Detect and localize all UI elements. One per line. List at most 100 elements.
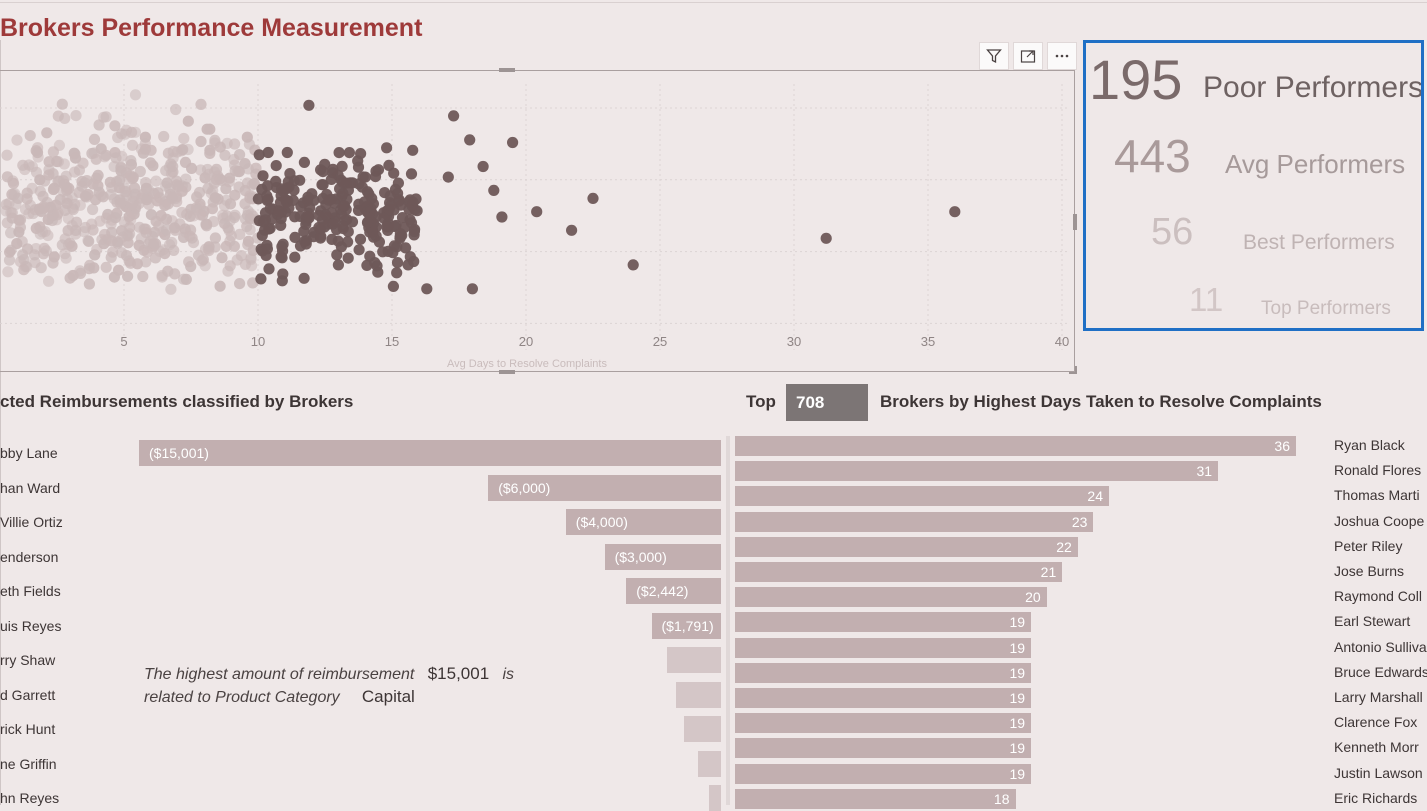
resize-handle-bottom[interactable] bbox=[499, 370, 515, 374]
topn-input[interactable] bbox=[786, 384, 868, 421]
scatter-point bbox=[94, 215, 106, 227]
scatter-point bbox=[4, 246, 16, 258]
complaints-bar[interactable]: 19 bbox=[735, 662, 1032, 683]
reimbursement-bar-label: ($4,000) bbox=[575, 514, 628, 530]
complaints-bar[interactable]: 20 bbox=[735, 587, 1047, 608]
scatter-point bbox=[140, 223, 152, 235]
complaints-bar[interactable]: 36 bbox=[735, 436, 1296, 456]
reimbursement-bar[interactable] bbox=[676, 681, 721, 708]
scatter-point bbox=[83, 278, 95, 290]
scatter-point bbox=[92, 169, 104, 181]
complaints-bar[interactable]: 21 bbox=[735, 562, 1063, 582]
more-options-icon[interactable] bbox=[1047, 42, 1077, 70]
scatter-x-tick-label: 35 bbox=[921, 334, 935, 349]
scatter-point bbox=[48, 251, 60, 263]
scatter-point bbox=[361, 217, 374, 229]
scatter-point bbox=[69, 148, 81, 160]
kpi-value: 11 bbox=[1189, 281, 1224, 318]
scatter-point bbox=[99, 151, 111, 163]
scatter-point bbox=[109, 212, 121, 224]
scatter-point bbox=[391, 267, 403, 279]
scatter-point bbox=[7, 175, 19, 187]
reimbursement-bar[interactable]: ($3,000) bbox=[604, 543, 721, 570]
reimbursement-bar[interactable]: ($6,000) bbox=[488, 474, 721, 501]
scatter-point bbox=[130, 200, 142, 212]
filter-icon[interactable] bbox=[979, 42, 1009, 70]
kpi-card[interactable]: 195 Poor Performers 443 Avg Performers 5… bbox=[1083, 40, 1424, 331]
scatter-point bbox=[245, 254, 257, 266]
scatter-point bbox=[82, 234, 94, 247]
scatter-point bbox=[385, 199, 397, 212]
scatter-point bbox=[407, 144, 419, 156]
complaints-bar[interactable]: 19 bbox=[735, 688, 1032, 708]
complaints-bar[interactable]: 19 bbox=[735, 612, 1032, 633]
reimbursement-bar[interactable] bbox=[666, 647, 721, 673]
scatter-point bbox=[149, 238, 162, 250]
scatter-point bbox=[38, 242, 50, 254]
scatter-point bbox=[115, 165, 127, 177]
scatter-point bbox=[400, 242, 412, 254]
complaints-bar[interactable]: 24 bbox=[735, 486, 1109, 507]
reimbursement-bar[interactable] bbox=[697, 750, 721, 777]
scatter-point bbox=[496, 211, 508, 223]
complaints-broker-name: Antonio Sulliva bbox=[1334, 638, 1427, 655]
reimbursement-bar[interactable] bbox=[684, 716, 721, 742]
complaints-broker-name: Peter Riley bbox=[1334, 537, 1403, 554]
scatter-point bbox=[164, 239, 176, 251]
scatter-point bbox=[448, 110, 460, 122]
scatter-point bbox=[42, 229, 54, 242]
complaints-bar[interactable]: 19 bbox=[735, 738, 1032, 759]
scatter-point bbox=[149, 252, 162, 264]
complaints-bar[interactable]: 19 bbox=[735, 763, 1032, 784]
scatter-point bbox=[331, 249, 343, 261]
reimbursement-bar[interactable]: ($2,442) bbox=[626, 578, 721, 604]
scatter-point bbox=[109, 120, 121, 132]
scatter-point bbox=[126, 126, 138, 138]
resize-handle-right[interactable] bbox=[1073, 214, 1077, 230]
reimbursement-bar[interactable]: ($15,001) bbox=[139, 440, 721, 466]
complaints-bar[interactable]: 22 bbox=[735, 536, 1078, 557]
scatter-point bbox=[381, 142, 393, 154]
scatter-point bbox=[359, 203, 371, 215]
scatter-x-axis-label: Avg Days to Resolve Complaints bbox=[447, 358, 607, 370]
scatter-point bbox=[369, 171, 382, 183]
complaints-bar[interactable]: 23 bbox=[735, 511, 1094, 532]
complaints-bar[interactable]: 19 bbox=[735, 637, 1032, 658]
scatter-point bbox=[315, 230, 327, 242]
scatter-point bbox=[21, 193, 33, 205]
scatter-point bbox=[387, 280, 399, 292]
scatter-point bbox=[313, 209, 325, 221]
complaints-broker-name: Larry Marshall bbox=[1334, 689, 1423, 705]
resize-handle-top[interactable] bbox=[499, 68, 515, 72]
scatter-point bbox=[73, 164, 85, 176]
resize-handle-corner[interactable] bbox=[1069, 366, 1077, 374]
scatter-point bbox=[336, 160, 348, 172]
scatter-points bbox=[0, 89, 961, 295]
scatter-point bbox=[150, 175, 162, 187]
scatter-point bbox=[396, 212, 409, 224]
scatter-point bbox=[298, 225, 310, 237]
reimbursement-bar[interactable]: ($4,000) bbox=[565, 509, 721, 535]
complaints-bar[interactable]: 19 bbox=[735, 713, 1032, 734]
scatter-point bbox=[325, 173, 337, 185]
scatter-point bbox=[233, 166, 245, 178]
scatter-point bbox=[228, 153, 240, 166]
complaints-bar[interactable]: 31 bbox=[735, 461, 1219, 482]
reimbursement-bar[interactable]: ($1,791) bbox=[651, 612, 721, 639]
scatter-point bbox=[229, 189, 241, 201]
scatter-point bbox=[43, 275, 55, 287]
complaints-bar-label: 22 bbox=[1056, 538, 1072, 555]
scatter-point bbox=[119, 185, 131, 198]
scatter-point bbox=[343, 147, 355, 159]
reimbursement-bar[interactable] bbox=[709, 785, 721, 811]
complaints-bar[interactable]: 18 bbox=[735, 788, 1016, 809]
scatter-point bbox=[114, 174, 126, 186]
scatter-point bbox=[114, 197, 126, 209]
focus-mode-icon[interactable] bbox=[1013, 42, 1043, 70]
scatter-point bbox=[221, 210, 233, 222]
scatter-point bbox=[110, 152, 122, 164]
complaints-broker-name: Earl Stewart bbox=[1334, 613, 1411, 630]
complaints-broker-name: Bruce Edwards bbox=[1334, 663, 1427, 680]
annotation-line1: The highest amount of reimbursement bbox=[144, 666, 415, 683]
scatter-point bbox=[392, 177, 404, 189]
